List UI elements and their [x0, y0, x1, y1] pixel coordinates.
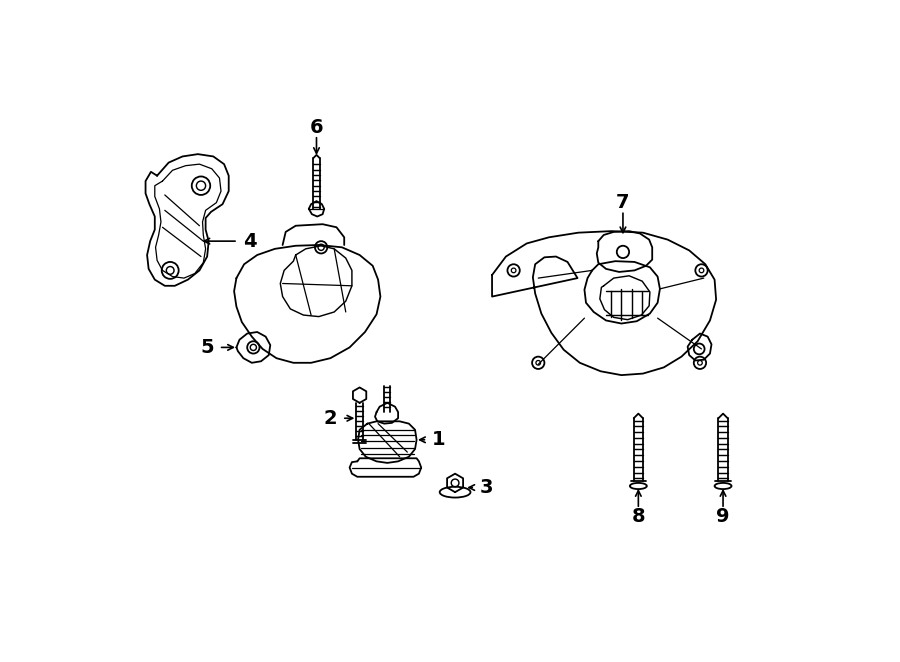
Text: 3: 3 — [480, 478, 493, 497]
Text: 4: 4 — [243, 232, 256, 251]
Text: 2: 2 — [324, 408, 338, 428]
Text: 1: 1 — [432, 430, 446, 449]
Text: 6: 6 — [310, 118, 323, 136]
Text: 7: 7 — [616, 193, 630, 212]
Text: 5: 5 — [201, 338, 214, 357]
Text: 8: 8 — [632, 507, 645, 526]
Text: 9: 9 — [716, 507, 730, 526]
